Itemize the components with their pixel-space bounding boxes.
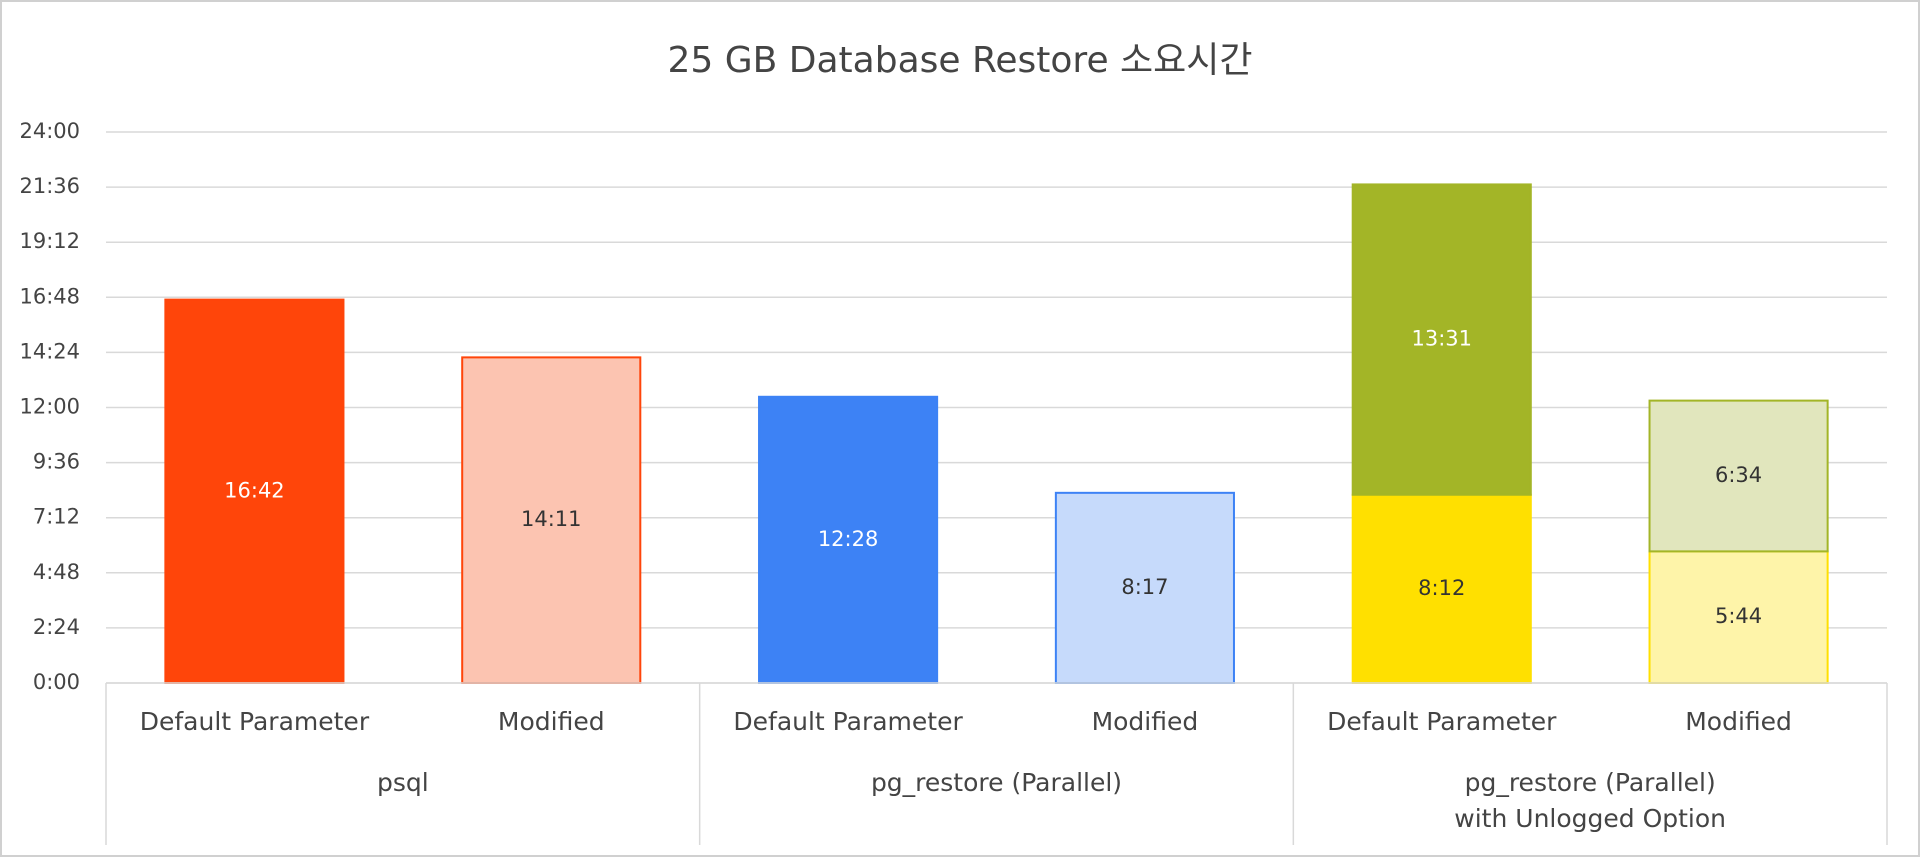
y-tick-label: 9:36: [33, 450, 80, 474]
bar-segment: [1648, 550, 1829, 684]
y-tick-label: 7:12: [33, 505, 80, 529]
y-tick-label: 4:48: [33, 560, 80, 584]
bar-segment: [1351, 493, 1532, 684]
chart-title: 25 GB Database Restore 소요시간: [667, 40, 1252, 81]
group-label: pg_restore (Parallel): [871, 768, 1122, 797]
bar-segment: [461, 356, 642, 684]
y-tick-label: 16:48: [19, 284, 80, 308]
bar-segment: [1648, 399, 1829, 553]
bar-segment: [1351, 183, 1532, 496]
bar-segment: [1054, 491, 1235, 684]
y-tick-label: 0:00: [33, 670, 80, 694]
y-tick-label: 2:24: [33, 615, 80, 639]
x-tick-label: Default Parameter: [733, 707, 963, 736]
y-tick-label: 24:00: [19, 119, 80, 143]
group-label: pg_restore (Parallel): [1465, 768, 1716, 797]
y-tick-label: 12:00: [19, 395, 80, 419]
data-label: 14:11: [521, 507, 582, 531]
y-tick-label: 21:36: [19, 174, 80, 198]
y-tick-label: 14:24: [19, 339, 80, 363]
data-label: 6:34: [1715, 463, 1762, 487]
group-label: with Unlogged Option: [1454, 804, 1726, 833]
data-label: 16:42: [224, 478, 285, 502]
data-label: 8:17: [1121, 575, 1168, 599]
bar-segment: [164, 298, 345, 684]
data-label: 13:31: [1411, 327, 1472, 351]
group-label: psql: [377, 768, 429, 797]
y-tick-label: 19:12: [19, 229, 80, 253]
x-tick-label: Default Parameter: [140, 707, 370, 736]
x-tick-label: Modified: [1092, 707, 1199, 736]
x-tick-label: Modified: [1685, 707, 1792, 736]
x-tick-label: Default Parameter: [1327, 707, 1557, 736]
x-tick-label: Modified: [498, 707, 605, 736]
data-label: 5:44: [1715, 604, 1762, 628]
data-label: 8:12: [1418, 576, 1465, 600]
data-label: 12:28: [818, 527, 879, 551]
